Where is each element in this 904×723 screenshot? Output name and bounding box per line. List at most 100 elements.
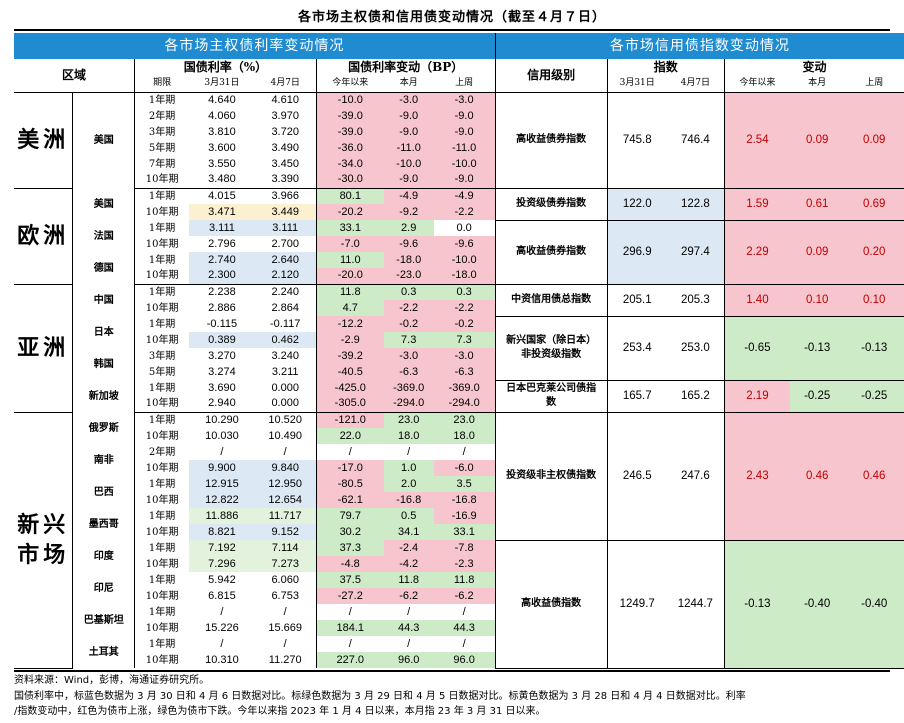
yield-date1-cell: 0.389 (189, 332, 255, 348)
index-date1-value: 1249.7 (607, 540, 667, 669)
change-mtd-cell: -369.0 (383, 380, 434, 396)
yield-date1-cell: 6.815 (208, 589, 236, 602)
mtd-subheader: 本月 (383, 76, 434, 93)
change-ytd-cell: -36.0 (316, 140, 384, 156)
country-label: 日本 (72, 316, 136, 348)
change-week-cell: -9.0 (433, 124, 496, 140)
change-week-cell: / (433, 636, 496, 652)
term-cell: 10年期 (145, 206, 179, 218)
change-ytd-cell: / (348, 637, 352, 650)
country-label: 德国 (72, 252, 136, 284)
yield-date2-cell: 3.390 (254, 172, 317, 189)
yield-date1-cell: 4.060 (208, 109, 236, 122)
index-date2-value: 297.4 (666, 220, 725, 285)
right-section-header: 各市场信用债指数变动情况 (495, 33, 904, 59)
credit-index-name: 新兴国家（除日本）非投资级指数 (495, 316, 608, 381)
term-cell: 1年期 (148, 254, 176, 266)
index-mtd-change: -0.40 (789, 540, 845, 669)
term-cell: 1年期 (148, 542, 176, 554)
rating-header: 信用级别 (495, 59, 608, 93)
term-cell: 1年期 (148, 190, 176, 202)
yield-date2-cell: 9.840 (254, 460, 317, 476)
change-week-cell: -2.2 (433, 300, 496, 316)
index-date1-value: 122.0 (607, 188, 667, 221)
change-mtd-cell: 11.8 (383, 572, 434, 588)
yield-header: 国债利率（%） (134, 59, 317, 76)
index-change-header: 变动 (802, 60, 827, 74)
footnote-line-2: /指数变动中，红色为债市上涨，绿色为债市下跌。今年以来指 2023 年 1 月 … (14, 706, 546, 717)
yield-date1-cell: 3.111 (189, 220, 255, 236)
index-date1-value: 253.4 (607, 316, 667, 381)
yield-date2-cell: 6.060 (254, 572, 317, 588)
change-mtd-cell: 1.0 (383, 460, 434, 476)
change-week-cell: -10.0 (433, 252, 496, 268)
change-ytd-cell: 227.0 (316, 652, 384, 668)
term-cell: 1年期 (148, 94, 176, 106)
term-cell: 10年期 (134, 172, 190, 189)
index-week-change: 0.09 (844, 92, 904, 189)
yield-date1-cell: 3.690 (208, 381, 236, 394)
index-mtd-change: 0.09 (789, 220, 845, 285)
change-mtd-cell: -9.6 (383, 236, 434, 252)
change-mtd-cell: -4.2 (383, 556, 434, 572)
index-week-change: 0.69 (844, 188, 904, 221)
change-ytd-cell: 30.2 (316, 524, 384, 540)
change-ytd-cell: -39.2 (316, 348, 384, 364)
change-week-cell: 96.0 (433, 652, 496, 668)
index-week-subheader: 上周 (844, 76, 904, 93)
change-ytd-cell: -40.5 (316, 364, 384, 380)
change-mtd-cell: -16.8 (383, 492, 434, 508)
yield-date1-cell: 8.821 (189, 524, 255, 540)
change-week-cell: -6.2 (433, 588, 496, 604)
country-label: 韩国 (72, 348, 136, 380)
change-week-cell: -7.8 (433, 540, 496, 556)
yield-date2-cell: 2.640 (254, 252, 317, 268)
yield-date2-cell: 10.520 (254, 412, 317, 428)
yield-date1-cell: / (220, 637, 224, 650)
credit-index-name: 中资信用债总指数 (495, 284, 608, 317)
change-ytd-cell: -34.0 (316, 156, 384, 172)
yield-date2-cell: 7.114 (254, 540, 317, 556)
change-mtd-cell: -23.0 (383, 268, 434, 285)
index-date2-value: 122.8 (666, 188, 725, 221)
change-week-cell: 0.3 (433, 284, 496, 300)
change-mtd-cell: -0.2 (383, 316, 434, 332)
yield-date1-cell: 2.940 (189, 396, 255, 413)
yield-date1-cell: 3.480 (189, 172, 255, 189)
bottom-rule (14, 670, 890, 672)
change-mtd-cell: 7.3 (383, 332, 434, 348)
left-section-header: 各市场主权债利率变动情况 (14, 33, 496, 59)
term-cell: 2年期 (148, 446, 176, 458)
index-ytd-change: -0.65 (724, 316, 790, 381)
change-mtd-cell: 44.3 (383, 620, 434, 636)
term-cell: 7年期 (148, 158, 176, 170)
yield-date1-cell: 12.822 (189, 492, 255, 508)
change-ytd-cell: -2.9 (316, 332, 384, 348)
yield-date2-cell: 7.273 (254, 556, 317, 572)
change-ytd-cell: 80.1 (316, 188, 384, 204)
index-date2-value: 205.3 (666, 284, 725, 317)
yield-date2-cell: 3.490 (254, 140, 317, 156)
term-cell: 10年期 (145, 334, 179, 346)
week-subheader: 上周 (433, 76, 496, 93)
change-mtd-cell: -18.0 (383, 252, 434, 268)
yield-date1-cell: 5.942 (208, 573, 236, 586)
change-ytd-cell: -12.2 (316, 316, 384, 332)
yield-date1-cell: 3.600 (208, 141, 236, 154)
yield-date2-cell: 12.950 (254, 476, 317, 492)
yield-date2-cell: 3.970 (254, 108, 317, 124)
yield-date1-cell: 2.300 (189, 268, 255, 285)
page-title: 各市场主权债和信用债变动情况（截至４月７日） (297, 10, 606, 25)
yield-date1-cell: 10.030 (205, 429, 239, 442)
country-label: 法国 (72, 220, 136, 252)
change-week-cell: 3.5 (433, 476, 496, 492)
change-week-cell: -9.6 (433, 236, 496, 252)
change-week-cell: -11.0 (433, 140, 496, 156)
term-cell: 1年期 (148, 222, 176, 234)
yield-date2-cell: 11.717 (254, 508, 317, 524)
yield-date2-cell: 3.449 (254, 204, 317, 220)
change-ytd-cell: 33.1 (316, 220, 384, 236)
change-week-cell: -16.9 (433, 508, 496, 524)
index-date1-value: 745.8 (607, 92, 667, 189)
index-header: 指数 (607, 59, 725, 76)
